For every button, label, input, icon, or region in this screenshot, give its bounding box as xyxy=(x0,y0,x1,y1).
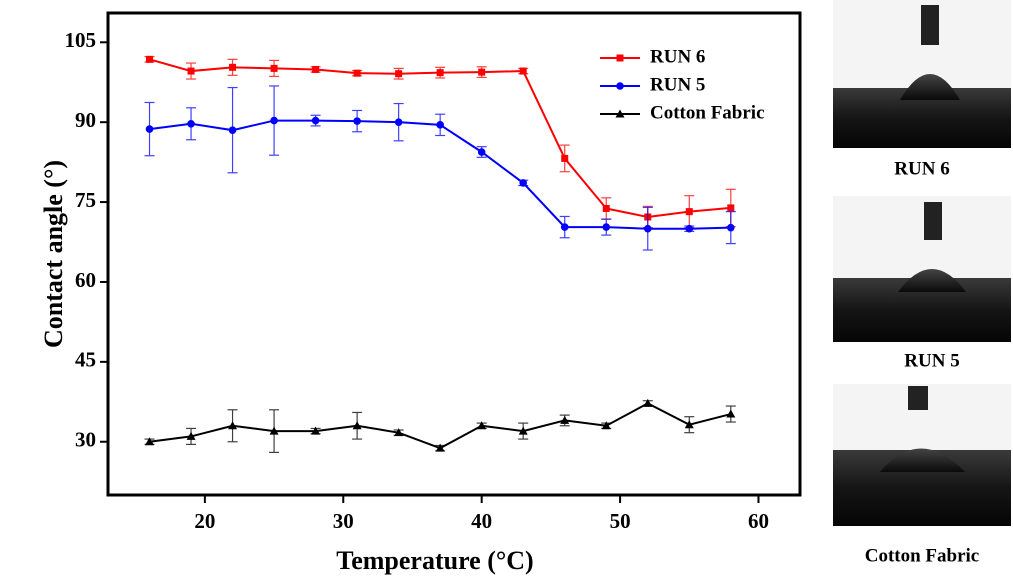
marker xyxy=(228,126,237,134)
marker xyxy=(726,409,736,418)
x-tick-label: 30 xyxy=(333,509,354,533)
x-tick-label: 20 xyxy=(194,509,215,533)
droplet xyxy=(900,74,960,100)
marker xyxy=(269,426,279,435)
marker xyxy=(436,69,444,77)
marker xyxy=(146,55,154,63)
marker xyxy=(311,426,321,435)
droplet xyxy=(898,269,966,292)
marker xyxy=(187,67,195,75)
legend-label: RUN 6 xyxy=(650,46,705,67)
needle xyxy=(921,5,939,45)
marker xyxy=(145,125,154,133)
marker xyxy=(561,154,569,162)
marker xyxy=(616,82,624,90)
y-axis-label: Contact angle (°) xyxy=(39,160,68,348)
marker xyxy=(616,54,624,62)
marker xyxy=(311,116,320,125)
marker xyxy=(615,109,625,118)
series-line xyxy=(149,119,731,230)
series-line xyxy=(149,58,731,218)
marker xyxy=(435,443,445,452)
photo-label: Cotton Fabric xyxy=(865,545,980,566)
marker xyxy=(229,63,237,71)
marker xyxy=(394,428,404,437)
x-axis-label: Temperature (°C) xyxy=(336,546,533,575)
photo-label: RUN 6 xyxy=(894,158,949,179)
marker xyxy=(436,121,444,129)
marker xyxy=(602,204,610,212)
y-tick-label: 45 xyxy=(75,348,96,372)
marker xyxy=(684,420,694,429)
marker xyxy=(187,119,195,128)
marker xyxy=(312,65,320,73)
marker xyxy=(353,69,361,77)
marker xyxy=(601,421,611,430)
marker xyxy=(394,118,403,126)
marker xyxy=(228,421,238,430)
x-tick-label: 50 xyxy=(610,509,631,533)
marker xyxy=(643,224,652,233)
marker xyxy=(560,223,569,231)
needle xyxy=(908,386,928,410)
marker xyxy=(186,431,196,440)
marker xyxy=(685,224,694,233)
marker xyxy=(270,64,278,72)
photo-panel: RUN 6 RUN 5 Cotton Fabric xyxy=(833,0,1011,566)
x-tick-label: 40 xyxy=(471,509,492,533)
marker xyxy=(685,208,693,216)
marker xyxy=(727,223,735,232)
marker xyxy=(353,117,361,125)
y-tick-label: 90 xyxy=(75,108,96,132)
plot-frame xyxy=(106,11,802,497)
marker xyxy=(145,437,155,446)
marker xyxy=(519,67,527,75)
y-tick-label: 105 xyxy=(65,28,97,52)
photo-label: RUN 5 xyxy=(904,350,959,371)
marker xyxy=(602,223,611,231)
droplet xyxy=(880,448,965,472)
marker xyxy=(477,148,486,156)
marker xyxy=(518,426,528,435)
x-tick-label: 60 xyxy=(748,509,769,533)
marker xyxy=(727,204,735,212)
y-tick-label: 60 xyxy=(75,268,96,292)
marker xyxy=(477,421,487,430)
marker xyxy=(395,70,403,78)
marker xyxy=(519,179,527,187)
marker xyxy=(643,398,653,407)
marker xyxy=(352,421,362,430)
marker xyxy=(478,68,486,76)
legend-label: Cotton Fabric xyxy=(650,102,765,123)
y-tick-label: 75 xyxy=(75,188,96,212)
marker xyxy=(270,116,278,125)
y-tick-label: 30 xyxy=(75,428,96,452)
legend-label: RUN 5 xyxy=(650,74,705,95)
needle xyxy=(924,202,942,240)
marker xyxy=(560,415,570,424)
